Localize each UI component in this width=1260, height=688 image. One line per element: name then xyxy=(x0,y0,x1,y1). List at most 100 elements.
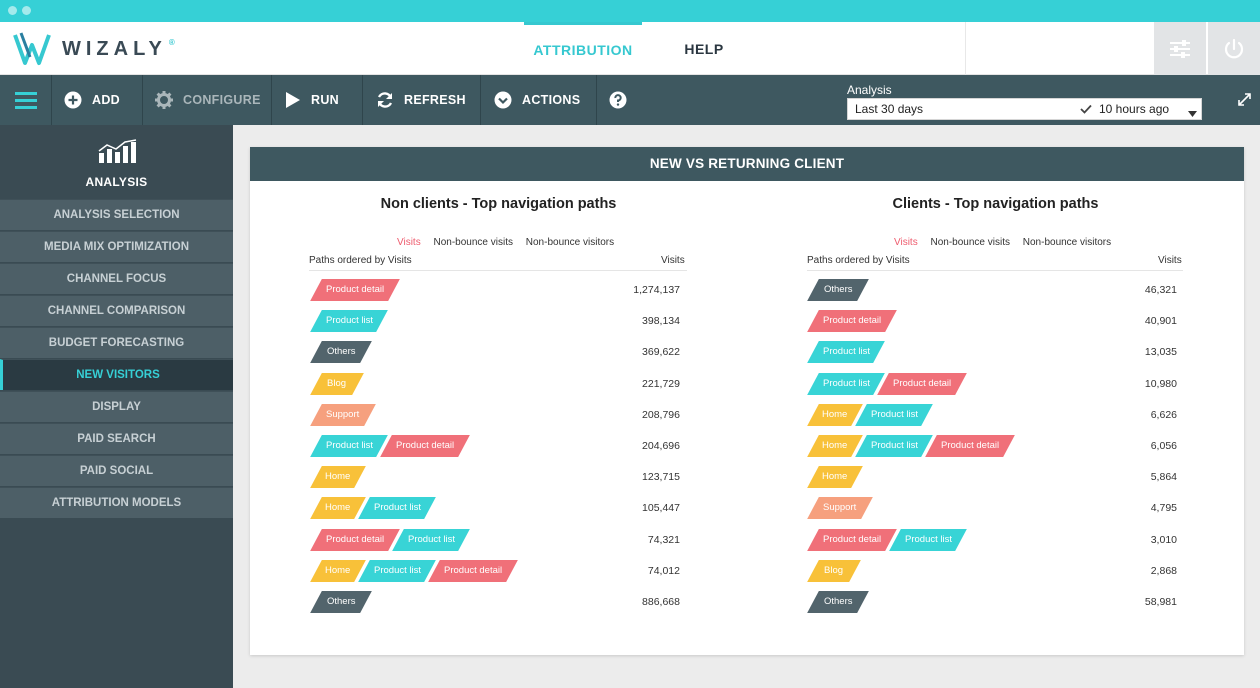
table-row[interactable]: Others 58,981 xyxy=(747,591,1244,613)
sidebar-item-channel-comparison[interactable]: CHANNEL COMPARISON xyxy=(0,295,233,326)
table-row[interactable]: Product list Product detail 204,696 xyxy=(250,435,747,457)
sidebar-item-media-mix-optimization[interactable]: MEDIA MIX OPTIMIZATION xyxy=(0,231,233,262)
tab-attribution[interactable]: ATTRIBUTION xyxy=(524,22,642,75)
sidebar-item-channel-focus[interactable]: CHANNEL FOCUS xyxy=(0,263,233,294)
window-titlebar xyxy=(0,0,1260,22)
visits-value: 208,796 xyxy=(642,408,680,421)
legend-visits[interactable]: Visits xyxy=(397,237,421,248)
path-step-product-detail: Product detail xyxy=(428,559,518,582)
path-step-others: Others xyxy=(807,279,869,301)
tab-help[interactable]: HELP xyxy=(684,40,724,57)
dropdown-caret-icon xyxy=(1188,106,1197,120)
column-header-visits: Visits xyxy=(1158,255,1182,266)
sidebar-item-paid-social[interactable]: PAID SOCIAL xyxy=(0,455,233,486)
visits-value: 886,668 xyxy=(642,596,680,608)
sidebar-item-new-visitors[interactable]: NEW VISITORS xyxy=(0,359,233,390)
path-step-product-list: Product list xyxy=(855,403,933,426)
table-row[interactable]: Product list 398,134 xyxy=(250,310,747,333)
gear-icon xyxy=(155,91,173,109)
brand-name: WIZALY ® xyxy=(62,37,180,60)
table-row[interactable]: Others 369,622 xyxy=(250,341,747,364)
table-row[interactable]: Home 5,864 xyxy=(747,466,1244,489)
analysis-dropdown[interactable]: Last 30 days 10 hours ago xyxy=(847,98,1202,120)
legend: Visits Non-bounce visits Non-bounce visi… xyxy=(894,237,1121,248)
menu-button[interactable] xyxy=(0,75,52,125)
path-step-home: Home xyxy=(807,435,863,457)
sidebar-item-budget-forecasting[interactable]: BUDGET FORECASTING xyxy=(0,327,233,358)
plus-circle-icon xyxy=(64,91,82,109)
column-header-visits: Visits xyxy=(661,255,685,266)
table-row[interactable]: Home Product list Product detail 6,056 xyxy=(747,435,1244,457)
table-row[interactable]: Product detail 40,901 xyxy=(747,310,1244,333)
expand-button[interactable] xyxy=(1238,93,1251,111)
table-row[interactable]: Blog 221,729 xyxy=(250,372,747,395)
header-divider xyxy=(807,270,1183,271)
table-row[interactable]: Product detail 1,274,137 xyxy=(250,279,747,301)
card-title: NEW VS RETURNING CLIENT xyxy=(250,147,1244,181)
path-step-product-list: Product list xyxy=(358,559,436,582)
path-step-product-detail: Product detail xyxy=(310,279,400,301)
visits-value: 74,012 xyxy=(647,564,680,577)
path-step-blog: Blog xyxy=(310,372,364,395)
table-row[interactable]: Home Product list 105,447 xyxy=(250,497,747,520)
legend-non-bounce-visits[interactable]: Non-bounce visits xyxy=(930,237,1010,248)
analysis-period: Last 30 days xyxy=(855,102,924,116)
top-divider xyxy=(965,22,966,75)
help-button[interactable] xyxy=(597,75,639,125)
table-row[interactable]: Product list 13,035 xyxy=(747,341,1244,364)
sidebar-item-analysis-selection[interactable]: ANALYSIS SELECTION xyxy=(0,199,233,230)
table-row[interactable]: Others 886,668 xyxy=(250,591,747,613)
table-row[interactable]: Home 123,715 xyxy=(250,466,747,489)
path-step-product-list: Product list xyxy=(807,341,885,364)
window-dot-minimize[interactable] xyxy=(22,6,31,15)
visits-value: 13,035 xyxy=(1144,346,1177,359)
window-dot-close[interactable] xyxy=(8,6,17,15)
visits-value: 1,274,137 xyxy=(633,284,680,296)
settings-sliders-button[interactable] xyxy=(1154,22,1206,75)
actions-label: ACTIONS xyxy=(522,93,581,107)
sidebar-item-paid-search[interactable]: PAID SEARCH xyxy=(0,423,233,454)
actions-button[interactable]: ACTIONS xyxy=(481,75,597,125)
legend-non-bounce-visitors[interactable]: Non-bounce visitors xyxy=(1022,237,1112,248)
table-row[interactable]: Support 208,796 xyxy=(250,403,747,426)
question-circle-icon xyxy=(609,91,627,109)
table-row[interactable]: Support 4,795 xyxy=(747,497,1244,520)
check-icon xyxy=(1080,104,1092,114)
path-step-product-list: Product list xyxy=(889,528,967,551)
run-button[interactable]: RUN xyxy=(272,75,363,125)
table-row[interactable]: Product detail Product list 74,321 xyxy=(250,528,747,551)
table-row[interactable]: Blog 2,868 xyxy=(747,559,1244,582)
power-button[interactable] xyxy=(1208,22,1260,75)
logo[interactable]: WIZALY ® xyxy=(12,26,180,72)
path-step-blog: Blog xyxy=(807,559,861,582)
table-row[interactable]: Product list Product detail 10,980 xyxy=(747,372,1244,395)
column-header-paths: Paths ordered by Visits xyxy=(807,255,910,266)
path-step-product-detail: Product detail xyxy=(807,310,897,333)
sidebar-item-display[interactable]: DISPLAY xyxy=(0,391,233,422)
path-step-home: Home xyxy=(310,497,366,520)
visits-value: 74,321 xyxy=(647,533,680,546)
visits-value: 58,981 xyxy=(1144,596,1177,608)
path-step-home: Home xyxy=(310,466,366,489)
refresh-button[interactable]: REFRESH xyxy=(363,75,481,125)
visits-value: 40,901 xyxy=(1144,315,1177,328)
analysis-label: Analysis xyxy=(847,83,892,97)
legend-non-bounce-visitors[interactable]: Non-bounce visitors xyxy=(525,237,615,248)
sidebar-item-attribution-models[interactable]: ATTRIBUTION MODELS xyxy=(0,487,233,518)
path-step-product-list: Product list xyxy=(392,528,470,551)
toolbar: ADD CONFIGURE RUN REFRESH ACTIONS Analys… xyxy=(0,75,1260,125)
analysis-selector: Analysis Last 30 days 10 hours ago xyxy=(847,83,1202,120)
legend-visits[interactable]: Visits xyxy=(894,237,918,248)
table-row[interactable]: Home Product list Product detail 74,012 xyxy=(250,559,747,582)
path-step-home: Home xyxy=(807,466,863,489)
table-row[interactable]: Product detail Product list 3,010 xyxy=(747,528,1244,551)
main-content: NEW VS RETURNING CLIENT Non clients - To… xyxy=(233,125,1260,688)
expand-icon xyxy=(1238,93,1251,106)
table-row[interactable]: Home Product list 6,626 xyxy=(747,403,1244,426)
sidebar: ANALYSIS ANALYSIS SELECTION MEDIA MIX OP… xyxy=(0,125,233,688)
table-row[interactable]: Others 46,321 xyxy=(747,279,1244,301)
add-button[interactable]: ADD xyxy=(52,75,143,125)
legend-non-bounce-visits[interactable]: Non-bounce visits xyxy=(433,237,513,248)
configure-button[interactable]: CONFIGURE xyxy=(143,75,272,125)
